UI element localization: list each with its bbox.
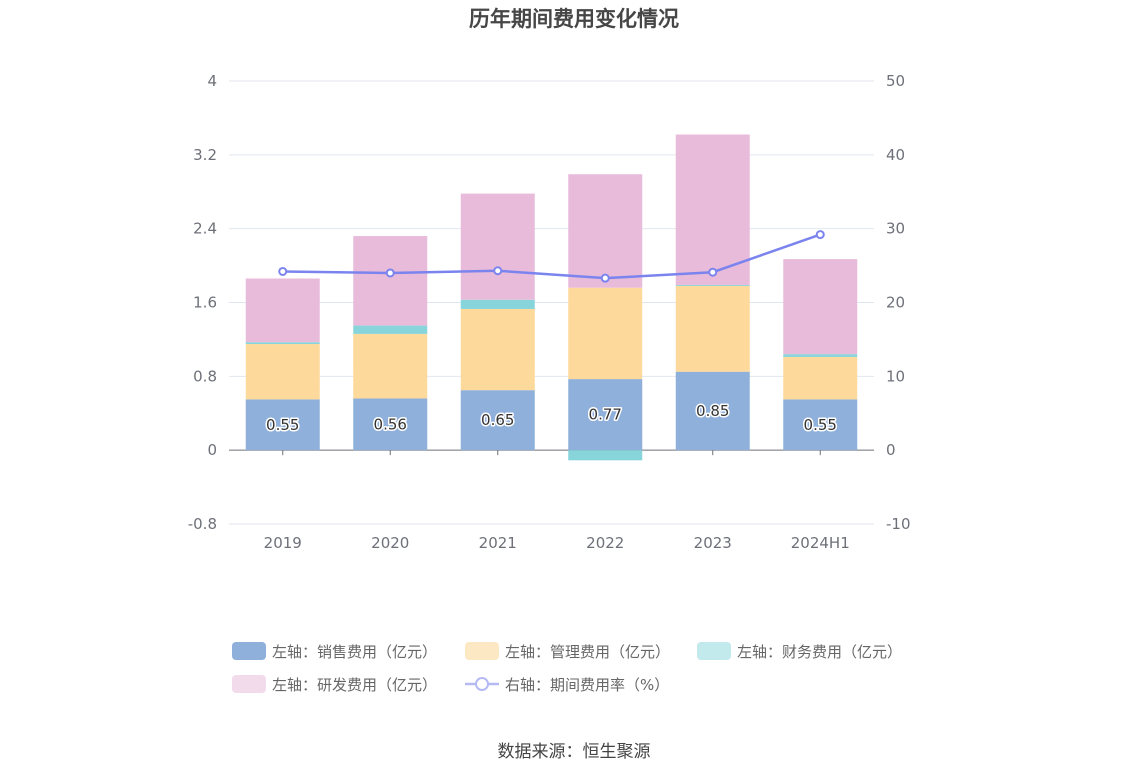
category-label: 2020: [371, 534, 409, 552]
rate-point: [600, 273, 610, 283]
legend-item[interactable]: 左轴：销售费用（亿元）: [232, 642, 437, 661]
bar-segment-1: [245, 344, 320, 400]
bar-segment-2: [568, 450, 643, 461]
rate-point: [708, 267, 718, 277]
left-tick-label: 4: [207, 72, 217, 90]
legend-item[interactable]: 左轴：财务费用（亿元）: [697, 642, 902, 661]
bar-segment-2: [460, 299, 535, 309]
grid: [229, 80, 874, 525]
data-label: 0.77: [589, 406, 622, 424]
right-tick-label: 40: [886, 146, 905, 164]
legend-circle-icon: [475, 677, 489, 691]
right-tick-label: 30: [886, 220, 905, 238]
data-label: 0.65: [481, 411, 514, 429]
bar-segment-2: [353, 325, 428, 334]
legend-item[interactable]: 右轴：期间费用率（%）: [465, 676, 669, 694]
rate-point: [815, 230, 825, 240]
bar-segment-1: [460, 308, 535, 391]
left-tick-label: 3.2: [193, 146, 217, 164]
legend-label: 左轴：销售费用（亿元）: [272, 643, 437, 661]
rate-point: [385, 268, 395, 278]
bar-segment-0: [568, 379, 643, 451]
bars: [245, 134, 858, 461]
bar-segment-2: [675, 284, 750, 286]
left-tick-label: 1.6: [193, 294, 217, 312]
bar-segment-3: [460, 193, 535, 300]
data-label: 0.85: [696, 402, 729, 420]
category-label: 2024H1: [791, 534, 850, 552]
data-labels: 0.55 0.56 0.65 0.77 0.85 0.55: [265, 400, 839, 435]
legend-label: 右轴：期间费用率（%）: [505, 676, 669, 694]
bar-segment-3: [675, 134, 750, 285]
right-tick-label: -10: [886, 515, 911, 533]
bar-segment-1: [568, 287, 643, 380]
rate-line: [282, 233, 821, 280]
rate-point: [493, 266, 503, 276]
category-label: 2022: [586, 534, 624, 552]
bar-segment-0: [353, 398, 428, 451]
axes: -0.8 0 0.8 1.6 2.4 3.2 4 -10 0 10 20 30 40 50 2019 2020…: [188, 72, 911, 552]
data-label: 0.55: [804, 416, 837, 434]
legend-swatch-icon: [232, 675, 266, 693]
bar-segment-0: [783, 399, 858, 451]
right-tick-label: 20: [886, 294, 905, 312]
legend-item[interactable]: 左轴：管理费用（亿元）: [465, 642, 670, 661]
legend-label: 左轴：财务费用（亿元）: [737, 643, 902, 661]
legend-label: 左轴：管理费用（亿元）: [505, 643, 670, 661]
bar-segment-2: [783, 354, 858, 357]
bar-segment-3: [353, 236, 428, 326]
data-label: 0.56: [374, 415, 407, 433]
bar-segment-0: [460, 390, 535, 451]
bar-segment-1: [675, 285, 750, 372]
bar-segment-3: [245, 278, 320, 343]
data-label: 0.55: [266, 416, 299, 434]
bar-segment-2: [245, 342, 320, 345]
right-tick-label: 10: [886, 367, 905, 385]
bar-segment-0: [245, 399, 320, 451]
rate-point: [278, 266, 288, 276]
bar-segment-1: [783, 356, 858, 400]
legend-item[interactable]: 左轴：研发费用（亿元）: [232, 675, 437, 694]
left-tick-label: 0.8: [193, 367, 217, 385]
left-tick-label: -0.8: [188, 515, 217, 533]
right-tick-label: 50: [886, 72, 905, 90]
legend-label: 左轴：研发费用（亿元）: [272, 676, 437, 694]
bar-segment-3: [568, 174, 643, 288]
left-tick-label: 0: [207, 441, 217, 459]
category-label: 2021: [479, 534, 517, 552]
legend-swatch-icon: [232, 642, 266, 660]
legend: 左轴：销售费用（亿元） 左轴：管理费用（亿元） 左轴：财务费用（亿元） 左轴：研发费用…: [232, 642, 902, 694]
line-series: [278, 230, 825, 283]
legend-swatch-icon: [697, 642, 731, 660]
bar-segment-3: [783, 259, 858, 355]
chart-title: 历年期间费用变化情况: [469, 7, 679, 31]
bar-segment-1: [353, 333, 428, 399]
legend-swatch-icon: [465, 642, 499, 660]
category-label: 2023: [694, 534, 732, 552]
left-tick-label: 2.4: [193, 220, 217, 238]
bar-segment-0: [675, 371, 750, 451]
source-note: 数据来源：恒生聚源: [498, 742, 651, 762]
right-tick-label: 0: [886, 441, 896, 459]
category-label: 2019: [264, 534, 302, 552]
